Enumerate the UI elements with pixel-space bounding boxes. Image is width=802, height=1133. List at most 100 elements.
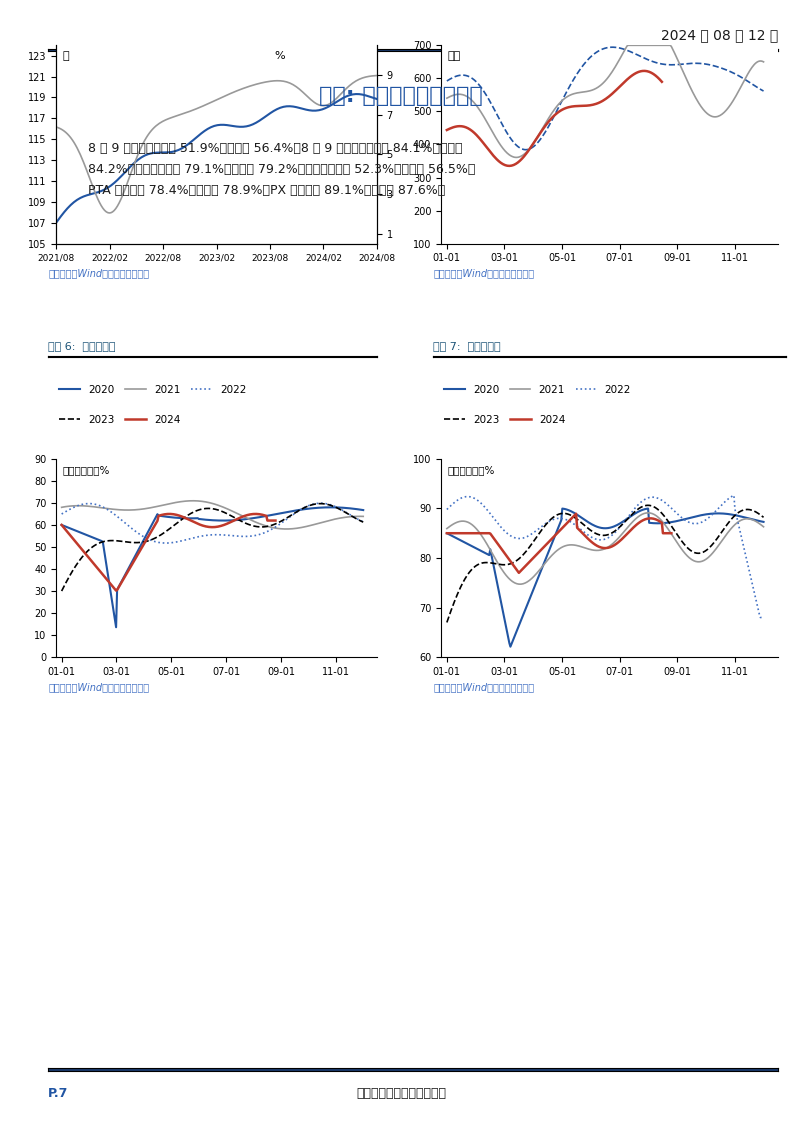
2021 — [731, 517, 741, 530]
2023 — [638, 39, 647, 52]
2020 — [242, 512, 252, 526]
2020 — [237, 513, 247, 527]
2024 — [636, 514, 646, 528]
2023 — [759, 511, 768, 525]
2022 — [630, 501, 640, 514]
2022 — [444, 502, 453, 516]
2023 — [710, 535, 719, 548]
2020 — [444, 527, 453, 540]
Line: 2023: 2023 — [62, 504, 363, 591]
2022 — [759, 611, 768, 624]
2023 — [442, 92, 452, 105]
2020 — [237, 513, 246, 527]
2022 — [316, 496, 326, 510]
2023 — [636, 501, 646, 514]
2024 — [58, 519, 67, 533]
2024 — [636, 65, 646, 78]
2020 — [312, 501, 322, 514]
2022 — [709, 506, 719, 520]
2022 — [755, 611, 765, 624]
Line: 2023: 2023 — [447, 45, 764, 157]
Text: 点: 点 — [63, 51, 69, 61]
Text: 万吨: 万吨 — [448, 51, 461, 61]
2021 — [358, 510, 368, 523]
2024 — [630, 519, 640, 533]
2022 — [442, 503, 452, 517]
Text: 8 月 9 日电炉开工率为 51.9%，前值为 56.4%；8 月 9 日聚酯开工率为 84.1%，前值为
84.2%；半胎开工率为 79.1%，前值为 79.: 8 月 9 日电炉开工率为 51.9%，前值为 56.4%；8 月 9 日聚酯开… — [88, 142, 476, 197]
2024 — [444, 527, 453, 540]
2024 — [57, 518, 67, 531]
2024 — [444, 122, 453, 136]
Text: 请仔细阅读本报告末页声明: 请仔细阅读本报告末页声明 — [356, 1087, 446, 1100]
2021 — [632, 511, 642, 525]
Line: 2021: 2021 — [62, 501, 363, 529]
2021 — [242, 512, 252, 526]
Text: 2024 年 08 月 12 日: 2024 年 08 月 12 日 — [661, 28, 778, 42]
2021 — [515, 578, 525, 591]
2023 — [759, 56, 768, 69]
2023 — [58, 582, 67, 596]
2021 — [57, 501, 67, 514]
2022 — [630, 502, 639, 516]
Text: 聚酯开工率，%: 聚酯开工率，% — [448, 465, 495, 475]
2022 — [731, 68, 741, 82]
2024 — [630, 67, 640, 80]
2021 — [58, 501, 67, 514]
2022 — [633, 48, 642, 61]
2022 — [730, 502, 739, 516]
2020 — [332, 501, 342, 514]
2023 — [643, 499, 653, 512]
2022 — [237, 529, 247, 543]
2020 — [711, 506, 721, 520]
2021 — [188, 494, 197, 508]
2023 — [444, 91, 453, 104]
2021 — [237, 509, 247, 522]
2020 — [111, 621, 121, 634]
2022 — [312, 496, 322, 510]
2021 — [643, 506, 653, 520]
2023 — [331, 501, 341, 514]
Text: 生产: 电炉开工率继续回落: 生产: 电炉开工率继续回落 — [319, 86, 483, 107]
Text: 资料来源：Wind，国盛证券研究所: 资料来源：Wind，国盛证券研究所 — [48, 269, 149, 279]
2020 — [731, 509, 741, 522]
2022 — [442, 74, 452, 87]
2023 — [512, 151, 521, 164]
2023 — [235, 514, 245, 528]
2023 — [623, 39, 633, 52]
Line: 2021: 2021 — [447, 513, 764, 585]
2022 — [358, 516, 368, 529]
Legend: 2023, 2024: 2023, 2024 — [55, 410, 184, 429]
2021 — [444, 521, 453, 535]
2022 — [160, 536, 170, 550]
2024 — [442, 123, 452, 137]
2023 — [311, 497, 321, 511]
Line: 2022: 2022 — [447, 48, 764, 150]
Text: 电炉开工率，%: 电炉开工率，% — [63, 465, 110, 475]
2024 — [630, 520, 639, 534]
2024 — [235, 511, 245, 525]
2023 — [237, 514, 246, 528]
2022 — [57, 508, 67, 521]
2022 — [444, 74, 453, 87]
Line: 2022: 2022 — [62, 503, 363, 543]
2023 — [633, 39, 642, 52]
Line: 2024: 2024 — [62, 514, 275, 590]
Line: 2024: 2024 — [447, 71, 662, 165]
2022 — [237, 529, 246, 543]
2020 — [643, 502, 653, 516]
Text: 资料来源：Wind，国盛证券研究所: 资料来源：Wind，国盛证券研究所 — [433, 269, 534, 279]
Line: 2022: 2022 — [447, 495, 764, 617]
2022 — [242, 529, 252, 543]
Line: 2024: 2024 — [447, 513, 671, 573]
Text: 图表 7:  聚酯开工率: 图表 7: 聚酯开工率 — [433, 341, 500, 351]
Line: 2020: 2020 — [62, 508, 363, 628]
2022 — [638, 51, 647, 65]
2021 — [313, 517, 322, 530]
2020 — [759, 516, 768, 529]
2022 — [632, 48, 642, 61]
2024 — [241, 509, 251, 522]
2021 — [237, 509, 246, 522]
2022 — [729, 488, 739, 502]
Legend: 2023, 2024: 2023, 2024 — [439, 410, 569, 429]
2021 — [759, 520, 768, 534]
